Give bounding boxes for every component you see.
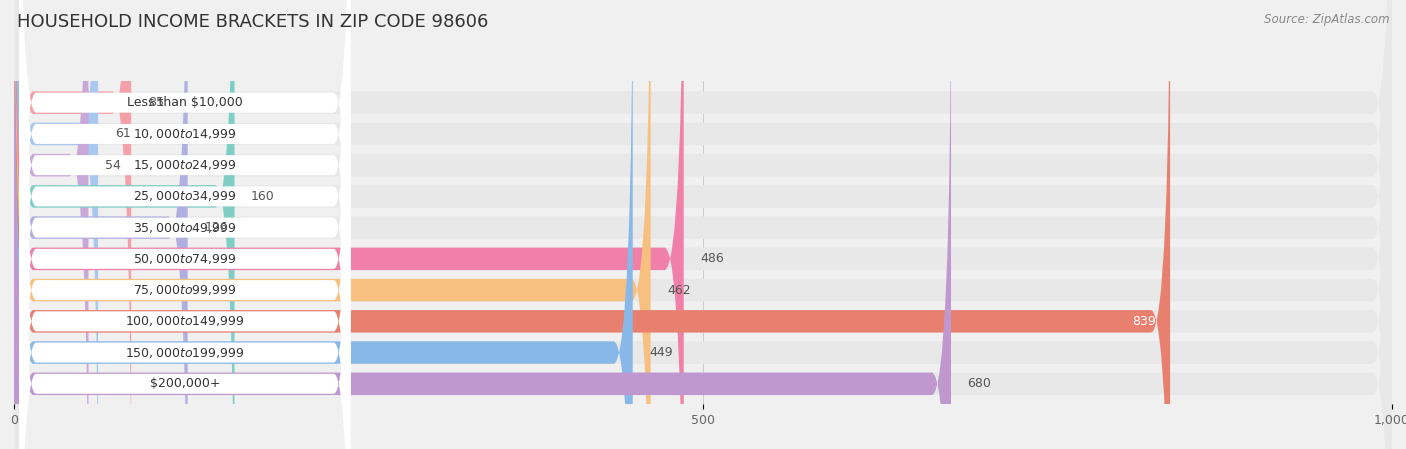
FancyBboxPatch shape	[20, 0, 350, 449]
Text: 486: 486	[700, 252, 724, 265]
Text: 160: 160	[252, 190, 274, 203]
Text: $75,000 to $99,999: $75,000 to $99,999	[134, 283, 236, 297]
Text: 126: 126	[204, 221, 228, 234]
Text: 61: 61	[115, 128, 131, 141]
FancyBboxPatch shape	[20, 0, 350, 449]
FancyBboxPatch shape	[14, 0, 950, 449]
FancyBboxPatch shape	[14, 0, 683, 449]
Text: $50,000 to $74,999: $50,000 to $74,999	[134, 252, 236, 266]
FancyBboxPatch shape	[14, 0, 651, 449]
FancyBboxPatch shape	[14, 0, 235, 449]
Text: Source: ZipAtlas.com: Source: ZipAtlas.com	[1264, 13, 1389, 26]
Text: $35,000 to $49,999: $35,000 to $49,999	[134, 220, 236, 235]
Text: 85: 85	[148, 96, 163, 109]
Text: $15,000 to $24,999: $15,000 to $24,999	[134, 158, 236, 172]
FancyBboxPatch shape	[14, 0, 1392, 449]
Text: Less than $10,000: Less than $10,000	[127, 96, 243, 109]
FancyBboxPatch shape	[14, 0, 131, 449]
FancyBboxPatch shape	[14, 0, 98, 449]
FancyBboxPatch shape	[20, 19, 350, 449]
Text: $100,000 to $149,999: $100,000 to $149,999	[125, 314, 245, 328]
FancyBboxPatch shape	[20, 0, 350, 449]
FancyBboxPatch shape	[20, 0, 350, 449]
FancyBboxPatch shape	[14, 0, 1392, 449]
FancyBboxPatch shape	[20, 0, 350, 449]
FancyBboxPatch shape	[20, 0, 350, 449]
FancyBboxPatch shape	[14, 0, 1392, 449]
Text: $150,000 to $199,999: $150,000 to $199,999	[125, 346, 245, 360]
FancyBboxPatch shape	[14, 0, 633, 449]
Text: $10,000 to $14,999: $10,000 to $14,999	[134, 127, 236, 141]
FancyBboxPatch shape	[14, 0, 1392, 449]
FancyBboxPatch shape	[14, 0, 1392, 449]
FancyBboxPatch shape	[14, 0, 1170, 449]
FancyBboxPatch shape	[14, 0, 1392, 449]
Text: $25,000 to $34,999: $25,000 to $34,999	[134, 189, 236, 203]
Text: 449: 449	[650, 346, 673, 359]
FancyBboxPatch shape	[14, 0, 89, 449]
FancyBboxPatch shape	[20, 0, 350, 449]
FancyBboxPatch shape	[14, 0, 187, 449]
FancyBboxPatch shape	[14, 0, 1392, 449]
FancyBboxPatch shape	[14, 0, 1392, 449]
Text: $200,000+: $200,000+	[149, 377, 221, 390]
FancyBboxPatch shape	[20, 0, 350, 449]
Text: 680: 680	[967, 377, 991, 390]
FancyBboxPatch shape	[14, 0, 1392, 449]
Text: 54: 54	[105, 158, 121, 172]
Text: 462: 462	[668, 284, 690, 297]
Text: 839: 839	[1133, 315, 1156, 328]
FancyBboxPatch shape	[20, 0, 350, 449]
Text: HOUSEHOLD INCOME BRACKETS IN ZIP CODE 98606: HOUSEHOLD INCOME BRACKETS IN ZIP CODE 98…	[17, 13, 488, 31]
FancyBboxPatch shape	[14, 0, 1392, 449]
